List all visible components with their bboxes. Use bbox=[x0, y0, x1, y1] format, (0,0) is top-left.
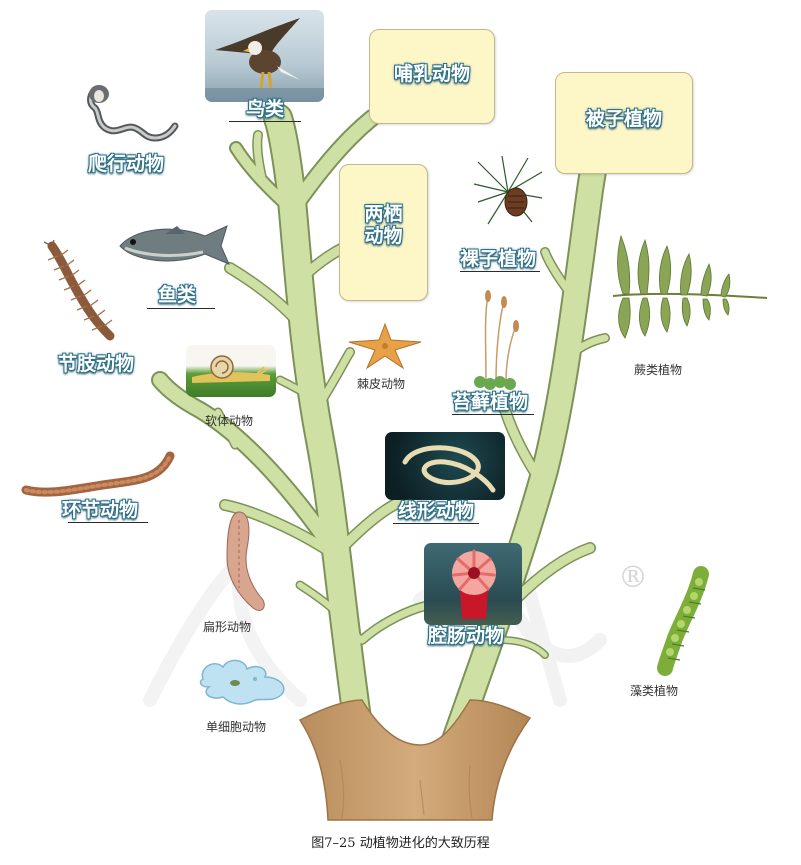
label-ferns: 蕨类植物 bbox=[634, 363, 683, 377]
nematodes-underline bbox=[393, 523, 479, 524]
moss-illustration bbox=[474, 290, 519, 390]
pine-branch-illustration bbox=[473, 155, 543, 225]
label-protozoa: 单细胞动物 bbox=[206, 720, 267, 734]
label-algae: 藻类植物 bbox=[630, 684, 679, 698]
earthworm-illustration bbox=[21, 451, 175, 497]
snake-illustration bbox=[87, 85, 179, 142]
flatworm-illustration bbox=[226, 511, 265, 611]
angiosperms-box: 被子植物 bbox=[555, 72, 693, 174]
label-nematodes: 线形动物 bbox=[398, 500, 475, 522]
birds-underline bbox=[229, 121, 301, 122]
label-reptiles: 爬行动物 bbox=[88, 153, 165, 175]
label-annelids: 环节动物 bbox=[62, 499, 139, 521]
label-echinoderms: 棘皮动物 bbox=[357, 377, 406, 391]
label-coelenterates: 腔肠动物 bbox=[428, 625, 505, 647]
sea-anemone-photo bbox=[424, 543, 522, 625]
label-mammals: 哺乳动物 bbox=[393, 63, 470, 85]
watermark-registered: ® bbox=[618, 560, 648, 595]
tree-trunk bbox=[298, 699, 532, 821]
bryophytes-underline bbox=[452, 414, 534, 415]
gymnosperms-underline bbox=[460, 271, 540, 272]
fern-illustration bbox=[612, 234, 768, 339]
algae-illustration bbox=[657, 566, 709, 676]
figure-caption: 图7–25 动植物进化的大致历程 bbox=[311, 836, 490, 851]
annelids-underline bbox=[68, 522, 148, 523]
label-arthropods: 节肢动物 bbox=[58, 353, 135, 375]
label-molluscs: 软体动物 bbox=[205, 414, 254, 428]
label-angiosperms: 被子植物 bbox=[585, 108, 662, 130]
amoeba-illustration bbox=[199, 659, 285, 705]
centipede-illustration bbox=[43, 239, 115, 341]
label-amphibians: 两栖动物 bbox=[364, 203, 403, 247]
bird-photo bbox=[205, 10, 324, 102]
snail-photo bbox=[186, 345, 276, 397]
fish-underline bbox=[147, 308, 215, 309]
label-birds: 鸟类 bbox=[246, 98, 285, 120]
label-gymnosperms: 裸子植物 bbox=[460, 248, 537, 270]
roundworm-photo bbox=[385, 432, 505, 500]
amphibians-box: 两栖动物 bbox=[339, 164, 428, 301]
mammals-box: 哺乳动物 bbox=[369, 29, 495, 124]
starfish-illustration bbox=[348, 322, 422, 370]
label-fish: 鱼类 bbox=[158, 284, 197, 306]
label-flatworms: 扁形动物 bbox=[203, 620, 252, 634]
fish-illustration bbox=[119, 225, 230, 265]
label-bryophytes: 苔藓植物 bbox=[452, 391, 529, 413]
